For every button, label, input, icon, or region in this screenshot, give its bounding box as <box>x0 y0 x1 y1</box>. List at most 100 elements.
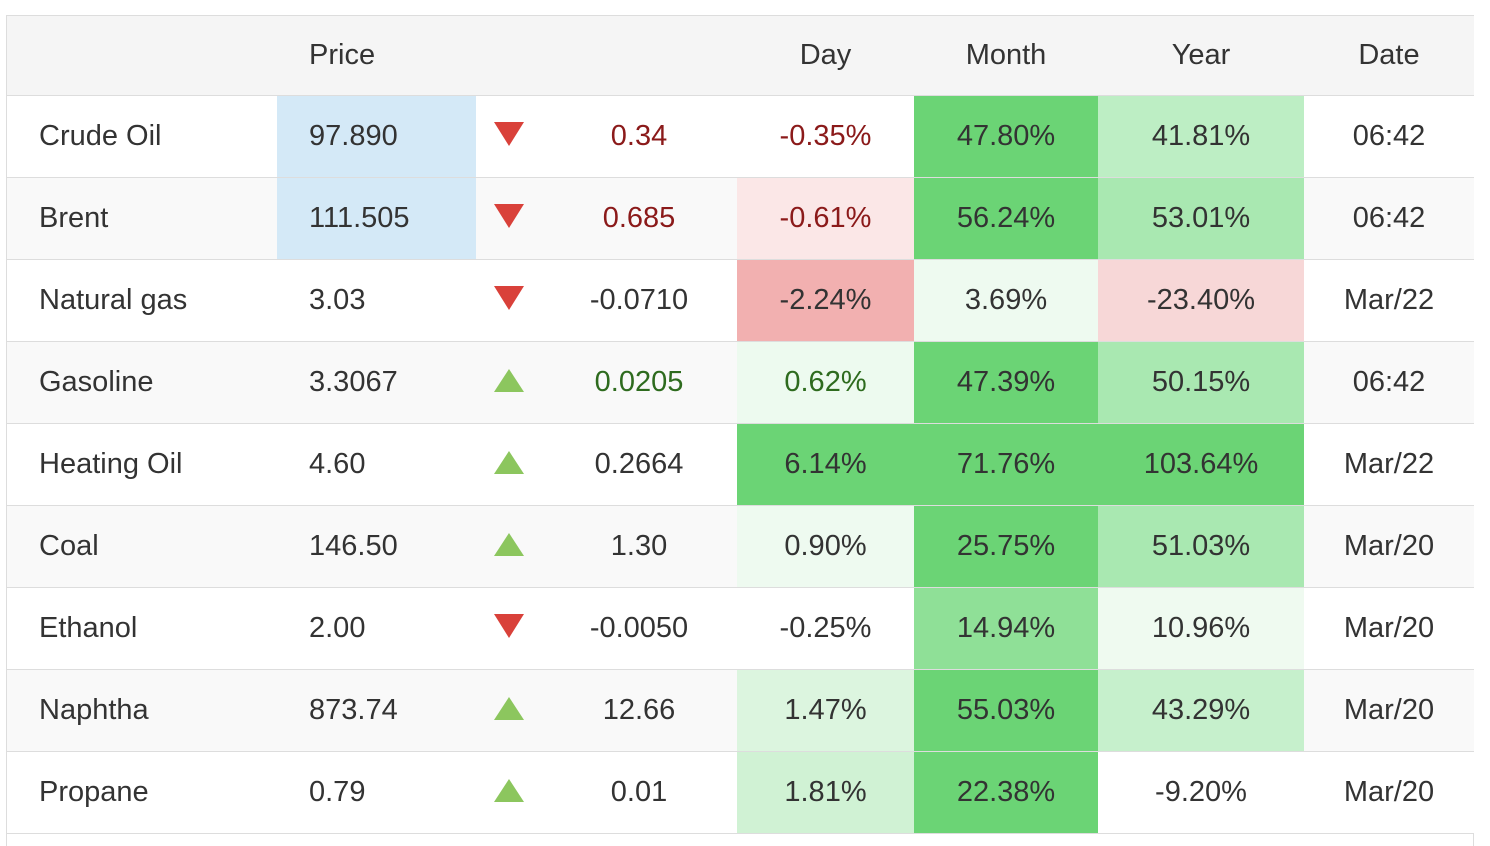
price-cell: 2.00 <box>309 612 366 644</box>
name-cell: Crude Oil <box>39 120 162 152</box>
date-cell: Mar/22 <box>1343 284 1435 316</box>
name-cell: Ethanol <box>39 612 138 644</box>
change-cell: -0.0050 <box>589 612 689 644</box>
arrow-shape <box>493 533 524 556</box>
trend-arrow <box>493 697 524 720</box>
header-row: Price Day Month Year Date <box>7 16 1474 96</box>
year-cell: 43.29% <box>1098 670 1304 751</box>
month-cell: 14.94% <box>914 588 1098 669</box>
table-row: Natural gas 3.03 -0.0710 -2.24% 3.69% -23.40%… <box>7 260 1474 342</box>
name-cell: Propane <box>39 776 149 808</box>
change-cell: 0.2664 <box>594 448 684 480</box>
name-cell: Brent <box>39 202 109 234</box>
year-cell: -9.20% <box>1155 776 1247 808</box>
header-cell: Month <box>965 39 1047 71</box>
price-cell: 111.505 <box>277 178 476 259</box>
date-cell: Mar/20 <box>1343 776 1435 808</box>
year-cell: 103.64% <box>1098 424 1304 505</box>
quote-table: Price Day Month Year Date Crude Oil 97.890 0.34… <box>6 15 1474 846</box>
day-cell: -2.24% <box>737 260 914 341</box>
header-cell: Year <box>1171 39 1231 71</box>
date-cell: 06:42 <box>1352 120 1426 152</box>
year-cell: -23.40% <box>1098 260 1304 341</box>
year-cell: 41.81% <box>1098 96 1304 177</box>
trend-arrow <box>493 204 524 228</box>
price-cell: 146.50 <box>309 530 398 562</box>
date-cell: Mar/22 <box>1343 448 1435 480</box>
trend-cell <box>476 670 541 751</box>
name-cell: Natural gas <box>39 284 188 316</box>
arrow-shape <box>493 697 524 720</box>
date-cell: 06:42 <box>1352 202 1426 234</box>
price-cell: 0.79 <box>309 776 366 808</box>
trend-arrow <box>493 614 524 638</box>
month-cell: 25.75% <box>914 506 1098 587</box>
month-cell: 56.24% <box>914 178 1098 259</box>
date-cell: 06:42 <box>1352 366 1426 398</box>
month-cell: 22.38% <box>914 752 1098 833</box>
table-row: Heating Oil 4.60 0.2664 6.14% 71.76% 103.64% M… <box>7 424 1474 506</box>
day-cell: 1.81% <box>737 752 914 833</box>
arrow-shape <box>493 286 524 310</box>
arrow-shape <box>493 779 524 802</box>
trend-arrow <box>493 779 524 802</box>
trend-cell <box>476 424 541 505</box>
table-row: Coal 146.50 1.30 0.90% 25.75% 51.03% Mar/20 <box>7 506 1474 588</box>
year-cell: 53.01% <box>1098 178 1304 259</box>
change-cell: 1.30 <box>610 530 668 562</box>
arrow-shape <box>493 614 524 638</box>
month-cell: 55.03% <box>914 670 1098 751</box>
change-cell: 0.0205 <box>594 366 684 398</box>
change-cell: 0.01 <box>610 776 668 808</box>
change-cell: 0.685 <box>602 202 676 234</box>
change-cell: 0.34 <box>610 120 668 152</box>
year-cell: 50.15% <box>1098 342 1304 423</box>
table-row: Crude Oil 97.890 0.34 -0.35% 47.80% 41.81% 06:… <box>7 96 1474 178</box>
day-cell: -0.35% <box>779 120 872 152</box>
month-cell: 3.69% <box>914 260 1098 341</box>
day-cell: 1.47% <box>737 670 914 751</box>
trend-arrow <box>493 533 524 556</box>
day-cell: 6.14% <box>737 424 914 505</box>
trend-cell <box>476 96 541 177</box>
year-cell: 51.03% <box>1098 506 1304 587</box>
date-cell: Mar/20 <box>1343 612 1435 644</box>
change-cell: 12.66 <box>602 694 676 726</box>
month-cell: 71.76% <box>914 424 1098 505</box>
table-row: Brent 111.505 0.685 -0.61% 56.24% 53.01% 06:42 <box>7 178 1474 260</box>
table-row: Naphtha 873.74 12.66 1.47% 55.03% 43.29% Mar/2… <box>7 670 1474 752</box>
table-row: Gasoline 3.3067 0.0205 0.62% 47.39% 50.15% 06:… <box>7 342 1474 424</box>
trend-cell <box>476 260 541 341</box>
arrow-shape <box>493 369 524 392</box>
trend-cell <box>476 752 541 833</box>
trend-cell <box>476 178 541 259</box>
header-cell: Price <box>309 39 376 71</box>
trend-arrow <box>493 286 524 310</box>
day-cell: -0.61% <box>737 178 914 259</box>
price-cell: 97.890 <box>277 96 476 177</box>
name-cell: Naphtha <box>39 694 149 726</box>
month-cell: 47.80% <box>914 96 1098 177</box>
date-cell: Mar/20 <box>1343 694 1435 726</box>
table-row: Propane 0.79 0.01 1.81% 22.38% -9.20% Mar/20 <box>7 752 1474 834</box>
name-cell: Coal <box>39 530 99 562</box>
price-cell: 3.3067 <box>309 366 398 398</box>
price-cell: 3.03 <box>309 284 366 316</box>
arrow-shape <box>493 204 524 228</box>
trend-cell <box>476 588 541 669</box>
trend-arrow <box>493 122 524 146</box>
arrow-shape <box>493 122 524 146</box>
trend-cell <box>476 342 541 423</box>
trend-cell <box>476 506 541 587</box>
day-cell: 0.90% <box>737 506 914 587</box>
date-cell: Mar/20 <box>1343 530 1435 562</box>
day-cell: -0.25% <box>779 612 872 644</box>
header-cell: Day <box>799 39 852 71</box>
trend-arrow <box>493 369 524 392</box>
price-cell: 873.74 <box>309 694 398 726</box>
name-cell: Gasoline <box>39 366 154 398</box>
arrow-shape <box>493 451 524 474</box>
month-cell: 47.39% <box>914 342 1098 423</box>
table-row: Ethanol 2.00 -0.0050 -0.25% 14.94% 10.96% Mar/… <box>7 588 1474 670</box>
day-cell: 0.62% <box>737 342 914 423</box>
